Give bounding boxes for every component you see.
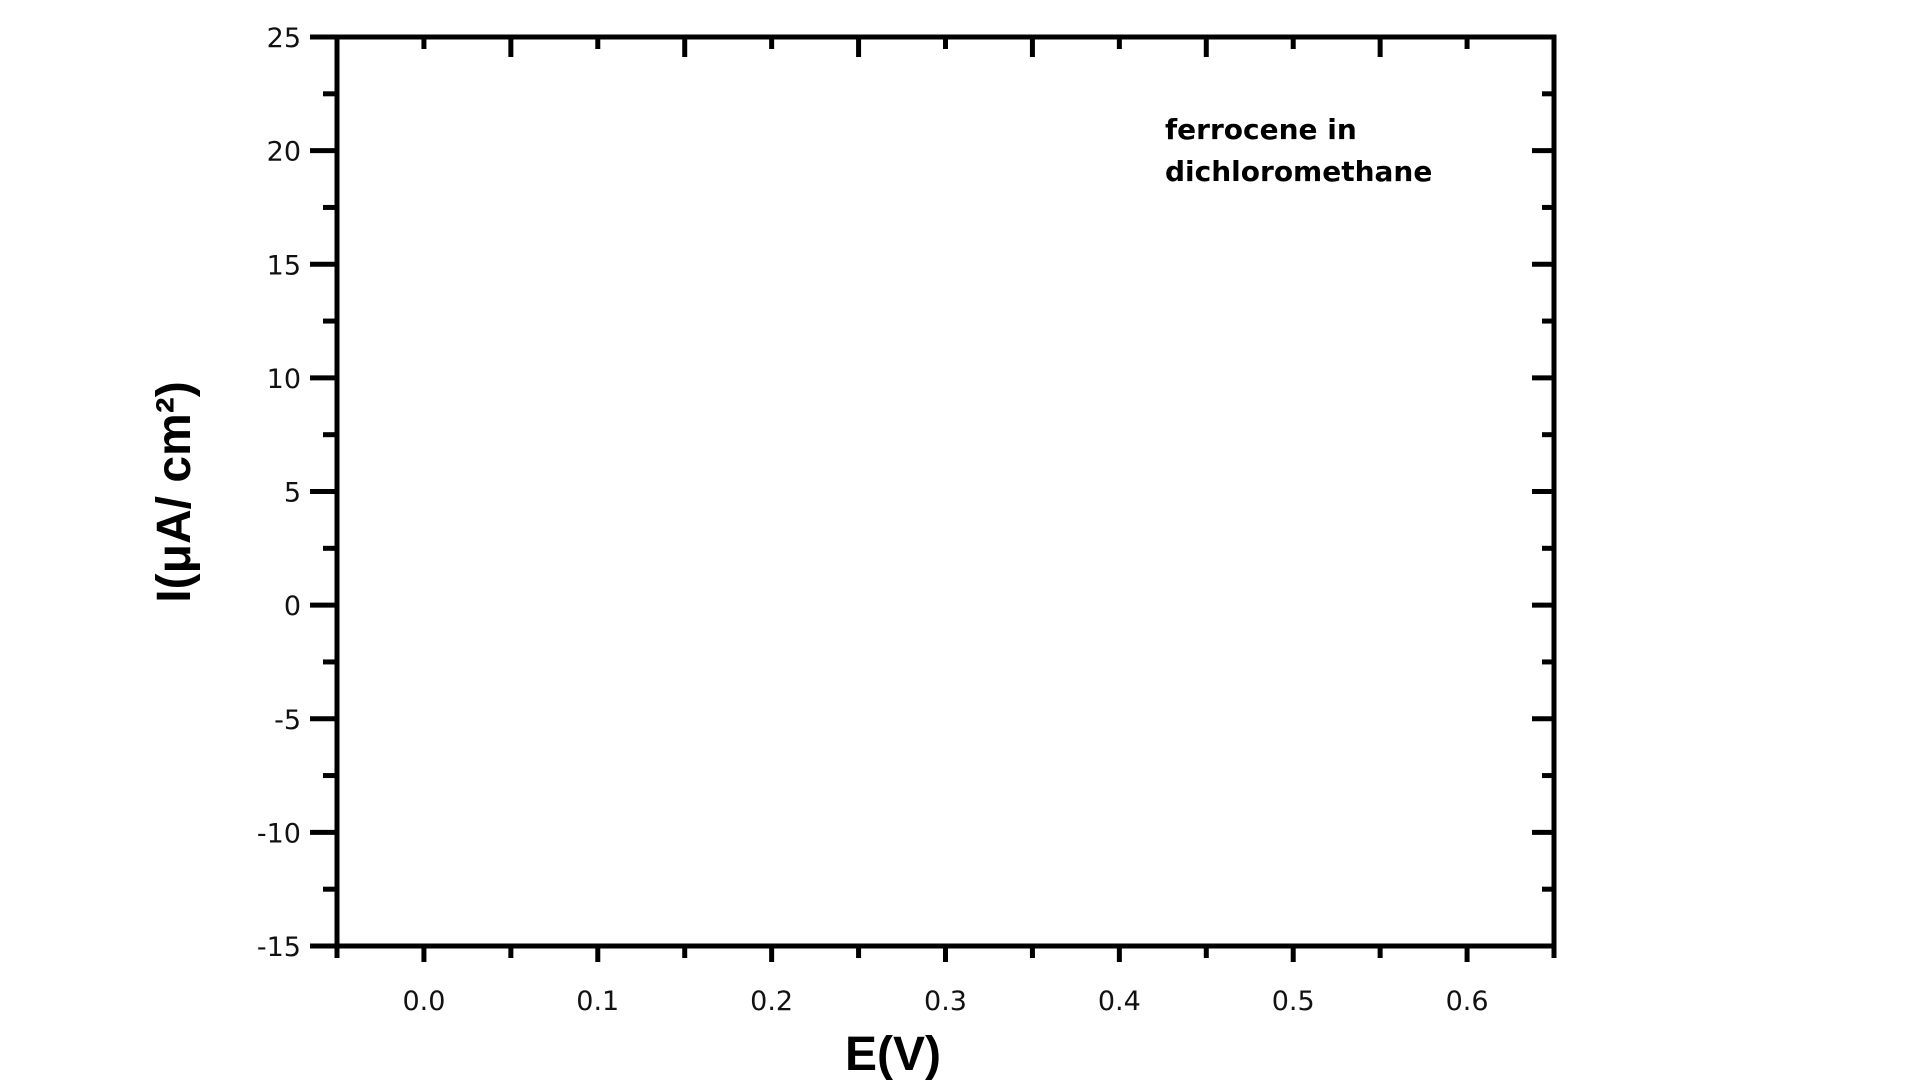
x-tick-label: 0.6 — [1446, 986, 1489, 1017]
y-tick-label: 25 — [267, 23, 301, 54]
annotation-line-1: ferrocene in — [1165, 113, 1357, 146]
y-tick-label: -15 — [257, 932, 301, 963]
x-tick-label: 0.1 — [576, 986, 619, 1017]
y-axis-title: I(μA/ cm²) — [148, 381, 201, 602]
y-tick-label: 20 — [267, 137, 301, 168]
y-tick-label: -10 — [257, 818, 301, 849]
y-tick-label: 10 — [267, 364, 301, 395]
y-axis-ticks: -15 -10 -5 0 5 10 15 20 25 — [257, 23, 1554, 963]
x-axis-ticks: 0.0 0.1 0.2 0.3 0.4 0.5 0.6 — [334, 37, 1557, 1017]
x-tick-label: 0.5 — [1272, 986, 1315, 1017]
x-axis-title: E(V) — [845, 1028, 941, 1080]
y-tick-label: -5 — [274, 705, 301, 736]
y-tick-label: 0 — [284, 591, 301, 622]
x-tick-label: 0.3 — [924, 986, 967, 1017]
annotation-line-2: dichloromethane — [1165, 155, 1432, 188]
y-tick-label: 15 — [267, 250, 301, 281]
x-tick-label: 0.4 — [1098, 986, 1141, 1017]
x-tick-label: 0.0 — [402, 986, 445, 1017]
x-tick-label: 0.2 — [750, 986, 793, 1017]
y-tick-label: 5 — [284, 478, 301, 509]
